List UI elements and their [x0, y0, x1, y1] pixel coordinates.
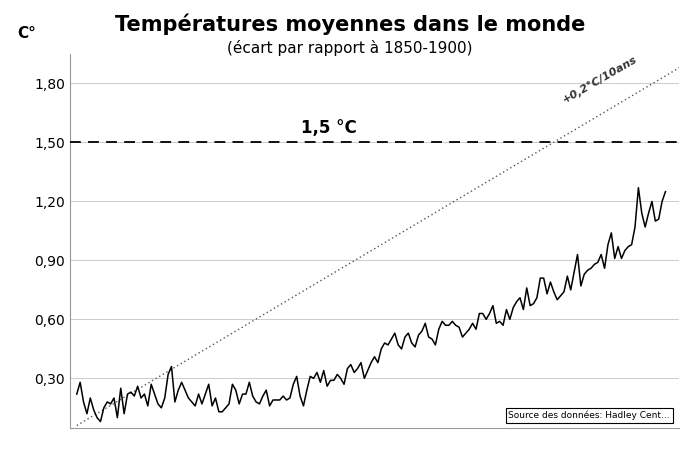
Text: Source des données: Hadley Cent...: Source des données: Hadley Cent... [508, 410, 670, 420]
Text: +0,2°C/10ans: +0,2°C/10ans [561, 54, 639, 105]
Text: Températures moyennes dans le monde: Températures moyennes dans le monde [115, 14, 585, 35]
Text: 1,5 °C: 1,5 °C [302, 118, 357, 136]
Text: C°: C° [18, 26, 36, 41]
Text: (écart par rapport à 1850-1900): (écart par rapport à 1850-1900) [228, 40, 472, 57]
